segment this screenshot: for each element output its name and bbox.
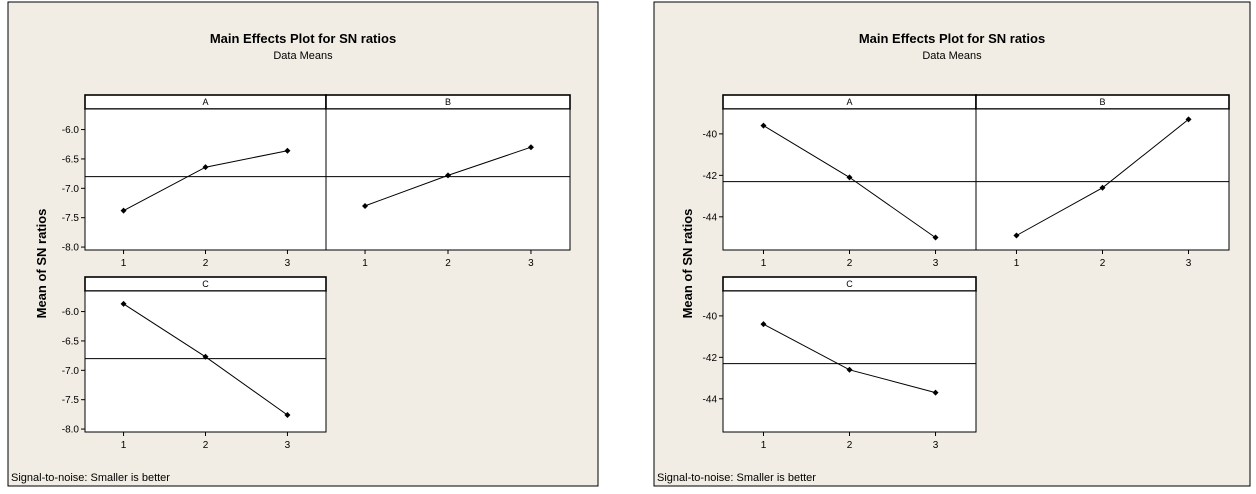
y-tick-label: -7.0 xyxy=(62,184,80,195)
panel-label: C xyxy=(846,279,853,289)
x-tick-label: 2 xyxy=(847,258,853,269)
plot-area xyxy=(84,290,327,433)
data-point xyxy=(202,353,209,360)
y-tick-label: -6.0 xyxy=(62,125,80,136)
data-point xyxy=(120,300,127,307)
chart-2: Main Effects Plot for SN ratios Data Mean… xyxy=(653,1,1251,487)
panel-B: B 1 2 3 xyxy=(325,94,571,269)
panel-C: C -40 -42 -44 1 2 3 xyxy=(703,276,977,451)
y-tick-label: -8.0 xyxy=(62,243,80,254)
data-point xyxy=(527,144,534,151)
data-point xyxy=(1099,184,1106,191)
y-tick-label: -8.0 xyxy=(62,425,80,436)
x-tick-label: 1 xyxy=(362,258,368,269)
y-tick-label: -44 xyxy=(703,394,718,405)
chart-1: Main Effects Plot for SN ratios Data Mean… xyxy=(7,1,599,487)
plot-area xyxy=(325,108,571,251)
y-tick-label: -6.5 xyxy=(62,336,80,347)
y-tick-label: -40 xyxy=(703,129,718,140)
y-tick-label: -7.0 xyxy=(62,366,80,377)
plot-area xyxy=(975,108,1230,251)
data-point xyxy=(202,164,209,171)
x-tick-label: 3 xyxy=(285,258,291,269)
x-tick-label: 1 xyxy=(121,440,127,451)
x-tick-label: 2 xyxy=(1100,258,1106,269)
data-point xyxy=(362,202,369,209)
x-tick-label: 2 xyxy=(203,258,209,269)
x-tick-label: 1 xyxy=(761,258,767,269)
data-point xyxy=(284,411,291,418)
panel-A: A -40 -42 -44 1 2 3 xyxy=(703,94,977,269)
chart-title: Main Effects Plot for SN ratios xyxy=(859,31,1045,46)
plot-area xyxy=(84,108,327,251)
y-tick-label: -6.5 xyxy=(62,154,80,165)
panel-C: C -6.0 -6.5 -7.0 -7.5 -8.0 1 2 3 xyxy=(62,276,327,451)
panel-label: A xyxy=(846,97,852,107)
x-tick-label: 2 xyxy=(847,440,853,451)
panel-label: B xyxy=(445,97,451,107)
panel-label: A xyxy=(202,97,208,107)
y-tick-label: -44 xyxy=(703,212,718,223)
data-point xyxy=(445,172,451,179)
panel-B: B 1 2 3 xyxy=(975,94,1230,269)
x-tick-label: 2 xyxy=(203,440,209,451)
data-point xyxy=(846,174,853,181)
panel-label: C xyxy=(202,279,209,289)
footnote: Signal-to-noise: Smaller is better xyxy=(657,472,816,484)
chart-subtitle: Data Means xyxy=(922,50,982,62)
y-tick-label: -6.0 xyxy=(62,307,80,318)
data-point xyxy=(1013,232,1020,239)
data-point xyxy=(932,389,939,396)
data-point xyxy=(932,234,939,241)
footnote: Signal-to-noise: Smaller is better xyxy=(11,472,170,484)
chart-subtitle: Data Means xyxy=(273,50,333,62)
chart-title: Main Effects Plot for SN ratios xyxy=(210,31,396,46)
y-tick-label: -42 xyxy=(703,353,718,364)
x-tick-label: 3 xyxy=(933,440,939,451)
x-tick-label: 3 xyxy=(285,440,291,451)
x-tick-label: 1 xyxy=(121,258,127,269)
data-point xyxy=(760,122,767,129)
x-tick-label: 3 xyxy=(528,258,534,269)
panel-A: A -6.0 -6.5 -7.0 -7.5 -8.0 1 2 3 xyxy=(62,94,327,269)
y-axis-label: Mean of SN ratios xyxy=(34,209,49,319)
data-point xyxy=(284,147,291,154)
x-tick-label: 3 xyxy=(933,258,939,269)
plot-area xyxy=(722,290,977,433)
y-tick-label: -40 xyxy=(703,311,718,322)
panel-label: B xyxy=(1099,97,1105,107)
y-tick-label: -42 xyxy=(703,171,718,182)
data-point xyxy=(760,321,767,328)
data-point xyxy=(120,207,127,214)
y-axis-label: Mean of SN ratios xyxy=(680,209,695,319)
x-tick-label: 1 xyxy=(1014,258,1020,269)
x-tick-label: 2 xyxy=(445,258,451,269)
x-tick-label: 1 xyxy=(761,440,767,451)
y-tick-label: -7.5 xyxy=(62,395,80,406)
data-point xyxy=(846,366,853,373)
x-tick-label: 3 xyxy=(1186,258,1192,269)
data-point xyxy=(1185,116,1192,123)
y-tick-label: -7.5 xyxy=(62,213,80,224)
